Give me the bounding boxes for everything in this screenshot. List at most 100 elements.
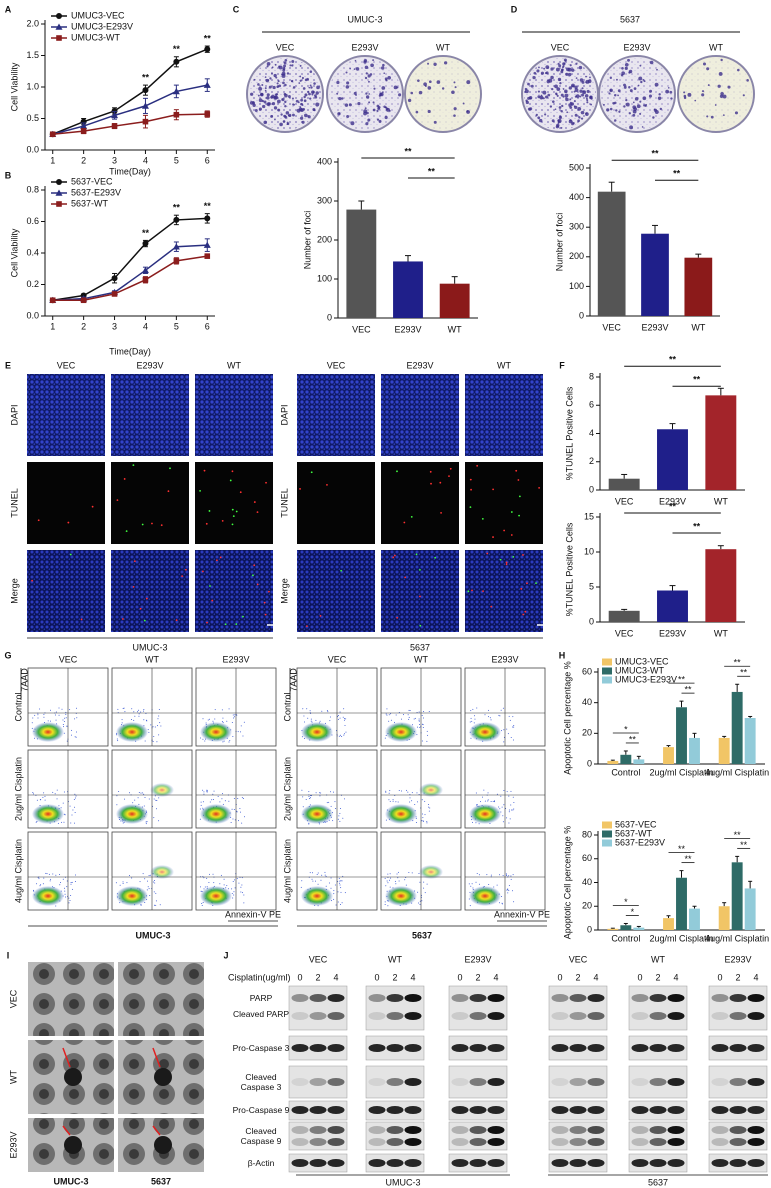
x-tick-label: 4	[143, 155, 148, 165]
y-tick-label: 0	[327, 312, 332, 322]
column-label: WT	[709, 42, 723, 52]
significance: **	[734, 830, 742, 840]
legend-swatch	[602, 839, 612, 847]
row-label: Merge	[279, 578, 289, 604]
event	[413, 718, 415, 720]
event	[411, 800, 413, 802]
event	[397, 801, 399, 803]
event	[75, 707, 77, 709]
event	[154, 904, 156, 906]
colony	[614, 119, 617, 122]
blot-band	[451, 1138, 469, 1146]
legend-marker	[55, 189, 63, 196]
event	[423, 887, 425, 889]
event-cloud	[301, 886, 333, 906]
colony	[380, 66, 385, 70]
event	[70, 822, 72, 824]
tunel-spot	[224, 623, 227, 626]
y-tick-label: 0.6	[26, 216, 39, 226]
x-tick-label: 2	[81, 321, 86, 331]
event	[157, 725, 159, 727]
colony	[533, 71, 537, 75]
colony	[276, 99, 281, 104]
marker	[172, 87, 180, 95]
event	[222, 793, 224, 795]
event	[512, 809, 514, 811]
event	[339, 904, 341, 906]
event	[43, 713, 45, 715]
blot-band	[469, 1138, 487, 1146]
blot-band	[469, 1106, 487, 1114]
x-tick-label: VEC	[615, 496, 634, 506]
colony	[282, 120, 286, 123]
blot-band	[729, 1159, 747, 1167]
event	[68, 897, 70, 899]
colony	[554, 108, 557, 111]
colony	[269, 77, 272, 80]
marker	[142, 118, 149, 125]
y-tick-label: 500	[569, 162, 584, 172]
event	[207, 719, 209, 721]
event	[126, 882, 128, 884]
blot-band	[667, 1044, 685, 1052]
event	[228, 741, 230, 743]
tunel-spot	[151, 522, 153, 525]
colony	[632, 101, 635, 104]
event	[243, 721, 245, 723]
colony	[382, 63, 385, 67]
tunel-spot	[205, 522, 208, 525]
blot-band	[729, 994, 747, 1002]
colony	[287, 114, 290, 117]
event	[232, 818, 234, 820]
event	[159, 904, 161, 906]
event	[65, 896, 67, 898]
event	[202, 801, 204, 803]
colony	[396, 86, 399, 89]
event	[156, 741, 158, 743]
colony	[642, 79, 645, 81]
event	[478, 823, 480, 825]
event	[487, 800, 489, 802]
colony	[555, 93, 558, 96]
colony	[364, 65, 369, 70]
colony	[543, 67, 546, 70]
event	[203, 877, 205, 879]
blot-band	[469, 1078, 487, 1086]
event	[243, 894, 245, 896]
blot-band	[386, 1012, 404, 1020]
y-tick-label: 200	[569, 251, 584, 261]
event	[220, 874, 222, 876]
colony	[302, 87, 306, 90]
event	[505, 807, 507, 809]
row-label: WT	[8, 1070, 18, 1084]
event	[332, 791, 334, 793]
colony	[291, 97, 294, 100]
event	[471, 883, 473, 885]
dish-texture	[329, 58, 401, 130]
colony	[262, 104, 266, 109]
event	[498, 806, 500, 808]
colony	[636, 104, 641, 109]
x-tick-label: 6	[205, 321, 210, 331]
event	[506, 889, 508, 891]
blot-band	[587, 994, 605, 1002]
colony	[581, 93, 585, 97]
event	[404, 879, 406, 881]
tunel-spot	[232, 515, 235, 518]
colony	[270, 114, 274, 118]
blot-band	[386, 1044, 404, 1052]
tunel-spot	[253, 501, 256, 503]
colony	[264, 76, 267, 78]
colony	[652, 116, 655, 119]
colony	[291, 113, 295, 117]
blot-band	[667, 1106, 685, 1114]
colony	[284, 83, 287, 87]
column-label: E293V	[406, 360, 433, 370]
y-tick-label: 2	[589, 456, 594, 466]
event	[158, 734, 160, 736]
tunel-spot	[440, 511, 442, 514]
blot-band	[747, 1078, 765, 1086]
apoptotic-body	[154, 1068, 172, 1086]
colony	[637, 84, 640, 87]
colony	[462, 102, 465, 105]
